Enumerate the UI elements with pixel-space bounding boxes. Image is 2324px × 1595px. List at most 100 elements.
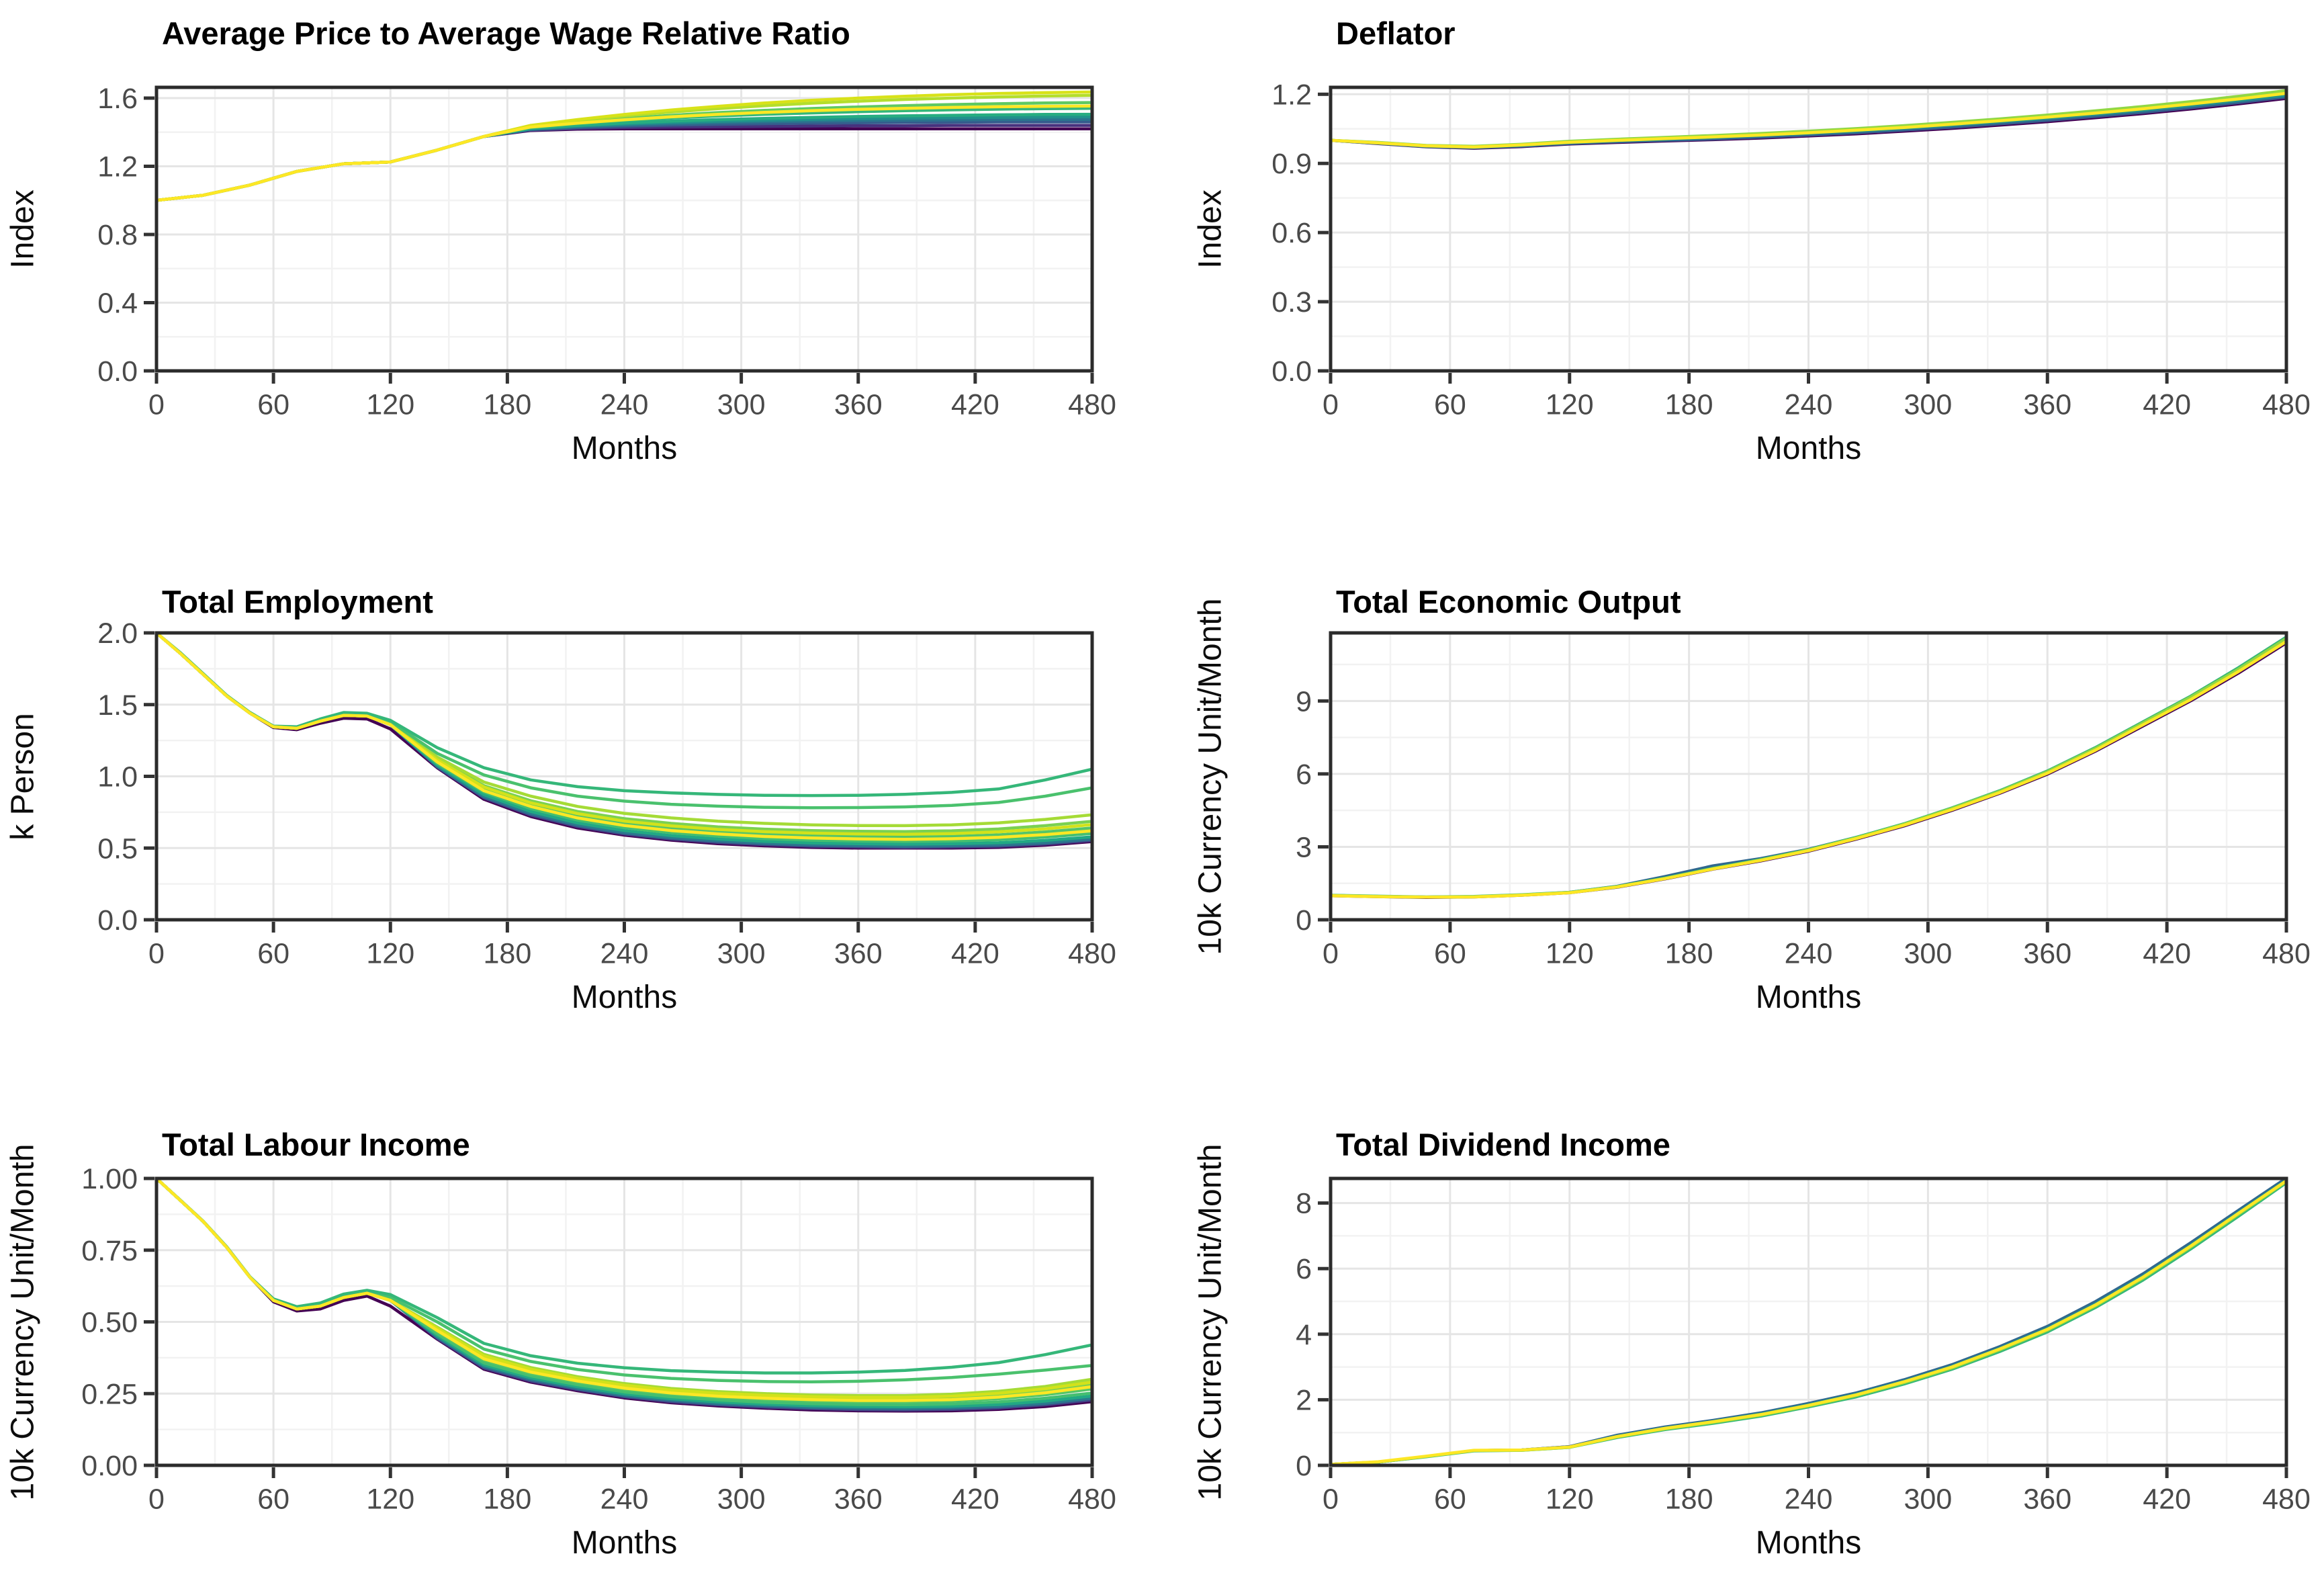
svg-text:0.0: 0.0 (1271, 355, 1312, 388)
svg-text:120: 120 (1546, 1483, 1594, 1515)
total-dividend-income-series-lines (1331, 1178, 2286, 1465)
svg-text:0.25: 0.25 (81, 1378, 138, 1410)
svg-text:180: 180 (484, 388, 532, 421)
price-wage-ratio-chart: 0 60 120 180 240 300 360 420 480 0.0 0.4 0.8 1.2 1.6 (97, 83, 1116, 421)
y-axis-label: 10k Currency Unit/Month (5, 1144, 41, 1500)
y-axis-label: Index (1192, 189, 1228, 269)
panel-total-employment: 0 60 120 180 240 300 360 420 480 0.0 0.5 1.0 1.5 2.0 … (0, 531, 1162, 1048)
svg-text:1.0: 1.0 (97, 761, 138, 793)
svg-text:240: 240 (1785, 937, 1833, 969)
x-axis-label: Months (1755, 980, 1862, 1015)
svg-text:480: 480 (2262, 388, 2311, 421)
svg-text:60: 60 (257, 1483, 289, 1515)
total-dividend-income-chart: 0 60 120 180 240 300 360 420 480 0 2 4 6 8 (1296, 1176, 2311, 1515)
svg-text:180: 180 (484, 937, 532, 969)
svg-text:6: 6 (1296, 1253, 1312, 1285)
svg-text:420: 420 (2143, 388, 2191, 421)
svg-text:120: 120 (366, 1483, 414, 1515)
svg-text:0.75: 0.75 (81, 1235, 138, 1267)
panel-deflator: 0 60 120 180 240 300 360 420 480 0.0 0.3 0.6 0.9 1.2 … (1162, 0, 2324, 531)
svg-text:300: 300 (1904, 937, 1953, 969)
y-axis-label: 10k Currency Unit/Month (1192, 1144, 1228, 1500)
y-axis-label: Index (5, 189, 41, 269)
svg-text:0.3: 0.3 (1271, 286, 1312, 318)
svg-text:1.2: 1.2 (1271, 79, 1312, 111)
svg-text:0: 0 (148, 937, 165, 969)
svg-text:360: 360 (834, 1483, 883, 1515)
svg-text:0.00: 0.00 (81, 1450, 138, 1482)
panel-total-dividend-income: 0 60 120 180 240 300 360 420 480 0 2 4 6 8 Total Divi… (1162, 1048, 2324, 1595)
svg-text:360: 360 (2023, 388, 2071, 421)
svg-text:0: 0 (1296, 904, 1312, 937)
svg-text:300: 300 (717, 1483, 766, 1515)
svg-text:0: 0 (1296, 1450, 1312, 1482)
total-economic-output-series-lines (1331, 635, 2286, 899)
total-economic-output-chart: 0 60 120 180 240 300 360 420 480 0 3 6 9 (1296, 631, 2311, 969)
x-axis-label: Months (571, 1525, 678, 1561)
svg-text:4: 4 (1296, 1319, 1312, 1351)
panel-price-wage-ratio: 0 60 120 180 240 300 360 420 480 0.0 0.4 0.8 1.2 1.6 … (0, 0, 1162, 531)
svg-text:0: 0 (1323, 388, 1339, 421)
chart-title: Total Labour Income (162, 1127, 470, 1162)
svg-text:120: 120 (1546, 388, 1594, 421)
svg-text:8: 8 (1296, 1188, 1312, 1220)
panel-total-economic-output: 0 60 120 180 240 300 360 420 480 0 3 6 9 Total Econo… (1162, 531, 2324, 1048)
deflator-chart: 0 60 120 180 240 300 360 420 480 0.0 0.3 0.6 0.9 1.2 (1271, 79, 2311, 421)
svg-text:420: 420 (2143, 937, 2191, 969)
svg-text:2.0: 2.0 (97, 617, 138, 650)
svg-text:480: 480 (1068, 1483, 1116, 1515)
svg-text:1.6: 1.6 (97, 83, 138, 115)
y-axis-label: 10k Currency Unit/Month (1192, 598, 1228, 955)
svg-text:180: 180 (484, 1483, 532, 1515)
svg-text:0.4: 0.4 (97, 287, 138, 319)
svg-text:0: 0 (148, 1483, 165, 1515)
x-axis-label: Months (1755, 1525, 1862, 1561)
total-employment-series-lines (157, 633, 1092, 850)
svg-text:240: 240 (1785, 388, 1833, 421)
svg-text:1.2: 1.2 (97, 150, 138, 183)
svg-text:0.50: 0.50 (81, 1307, 138, 1339)
x-axis-label: Months (571, 980, 678, 1015)
svg-text:360: 360 (2023, 937, 2071, 969)
svg-text:300: 300 (717, 388, 766, 421)
svg-text:420: 420 (951, 1483, 999, 1515)
svg-text:240: 240 (600, 1483, 649, 1515)
svg-text:300: 300 (717, 937, 766, 969)
svg-text:360: 360 (834, 388, 883, 421)
x-axis-label: Months (571, 431, 678, 466)
svg-text:0: 0 (1323, 1483, 1339, 1515)
svg-text:0.0: 0.0 (97, 904, 138, 937)
y-axis-label: k Person (5, 712, 41, 840)
total-labour-income-chart: 0 60 120 180 240 300 360 420 480 0.00 0.25 0.50 0.75… (81, 1163, 1116, 1515)
svg-text:480: 480 (2262, 937, 2311, 969)
svg-text:9: 9 (1296, 685, 1312, 718)
svg-text:240: 240 (600, 388, 649, 421)
svg-text:0.6: 0.6 (1271, 217, 1312, 249)
svg-text:300: 300 (1904, 1483, 1953, 1515)
svg-text:0.0: 0.0 (97, 355, 138, 388)
svg-text:0.9: 0.9 (1271, 148, 1312, 180)
svg-text:3: 3 (1296, 831, 1312, 863)
svg-text:420: 420 (2143, 1483, 2191, 1515)
chart-title: Average Price to Average Wage Relative R… (162, 15, 850, 51)
svg-text:60: 60 (257, 937, 289, 969)
chart-title: Total Employment (162, 584, 433, 619)
chart-title: Total Economic Output (1336, 584, 1681, 619)
panel-total-labour-income: 0 60 120 180 240 300 360 420 480 0.00 0.25 0.50 0.75… (0, 1048, 1162, 1595)
svg-text:480: 480 (1068, 388, 1116, 421)
svg-text:240: 240 (1785, 1483, 1833, 1515)
svg-text:0.8: 0.8 (97, 219, 138, 251)
chart-title: Total Dividend Income (1336, 1127, 1670, 1162)
x-axis-label: Months (1755, 431, 1862, 466)
svg-text:180: 180 (1665, 1483, 1713, 1515)
svg-text:120: 120 (366, 937, 414, 969)
deflator-series-lines (1331, 89, 2286, 150)
svg-text:420: 420 (951, 388, 999, 421)
svg-text:60: 60 (1434, 1483, 1466, 1515)
svg-text:480: 480 (2262, 1483, 2311, 1515)
price-wage-ratio-series-lines (157, 90, 1092, 202)
svg-text:6: 6 (1296, 759, 1312, 791)
svg-text:0.5: 0.5 (97, 832, 138, 865)
svg-text:2: 2 (1296, 1384, 1312, 1416)
total-employment-chart: 0 60 120 180 240 300 360 420 480 0.0 0.5 1.0 1.5 2.0 (97, 617, 1116, 969)
